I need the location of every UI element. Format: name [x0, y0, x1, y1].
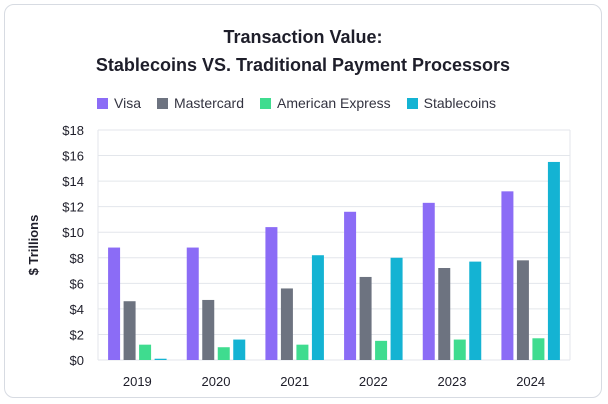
chart-subtitle: Stablecoins VS. Traditional Payment Proc…	[95, 55, 511, 75]
y-tick-label: $8	[70, 251, 84, 266]
bar	[422, 202, 435, 360]
legend-item-3: Stablecoins	[406, 95, 496, 111]
bar	[311, 255, 324, 360]
legend-label: Stablecoins	[423, 95, 496, 111]
legend-item-1: Mastercard	[156, 95, 245, 111]
bar	[438, 268, 451, 360]
bar	[453, 339, 466, 360]
y-tick-label: $18	[62, 123, 84, 138]
x-tick-label: 2024	[516, 374, 545, 389]
bar	[217, 347, 230, 360]
bar	[154, 358, 167, 360]
bar	[359, 276, 372, 360]
y-tick-label: $10	[62, 225, 84, 240]
legend-swatch	[406, 97, 418, 109]
x-tick-label: 2019	[123, 374, 152, 389]
bar	[469, 261, 482, 360]
bar	[501, 191, 514, 360]
bar	[233, 339, 246, 360]
y-tick-label: $2	[70, 327, 84, 342]
legend-swatch	[97, 97, 108, 109]
x-tick-label: 2020	[202, 374, 231, 389]
bar	[280, 288, 293, 360]
bar	[202, 299, 215, 360]
bar	[186, 247, 199, 360]
y-tick-label: $12	[62, 200, 84, 215]
bar	[532, 338, 545, 360]
x-tick-label: 2021	[280, 374, 309, 389]
y-tick-label: $4	[70, 302, 84, 317]
x-tick-label: 2022	[359, 374, 388, 389]
legend-item-0: Visa	[97, 95, 141, 111]
bar	[123, 301, 136, 360]
bar	[344, 211, 357, 360]
bar	[139, 344, 152, 360]
legend-label: Visa	[114, 95, 141, 111]
legend-label: American Express	[277, 95, 391, 111]
legend-item-2: American Express	[260, 95, 391, 111]
bar	[516, 260, 529, 360]
legend-swatch	[156, 97, 168, 109]
y-tick-label: $0	[70, 353, 84, 368]
y-tick-label: $16	[62, 149, 84, 164]
x-tick-label: 2023	[438, 374, 467, 389]
bar	[375, 340, 388, 360]
bar	[390, 257, 403, 360]
legend-swatch	[260, 97, 272, 109]
legend-label: Mastercard	[173, 95, 245, 111]
bar	[265, 227, 278, 360]
y-tick-label: $14	[62, 174, 84, 189]
chart-legend: Visa Mastercard American Express Stablecoin…	[97, 95, 496, 111]
y-axis-label: $ Trillions	[26, 215, 41, 276]
bar	[547, 161, 560, 360]
chart-title: Transaction Value:	[223, 27, 383, 47]
y-tick-label: $6	[70, 276, 84, 291]
bar	[296, 344, 309, 360]
bar	[108, 247, 121, 360]
